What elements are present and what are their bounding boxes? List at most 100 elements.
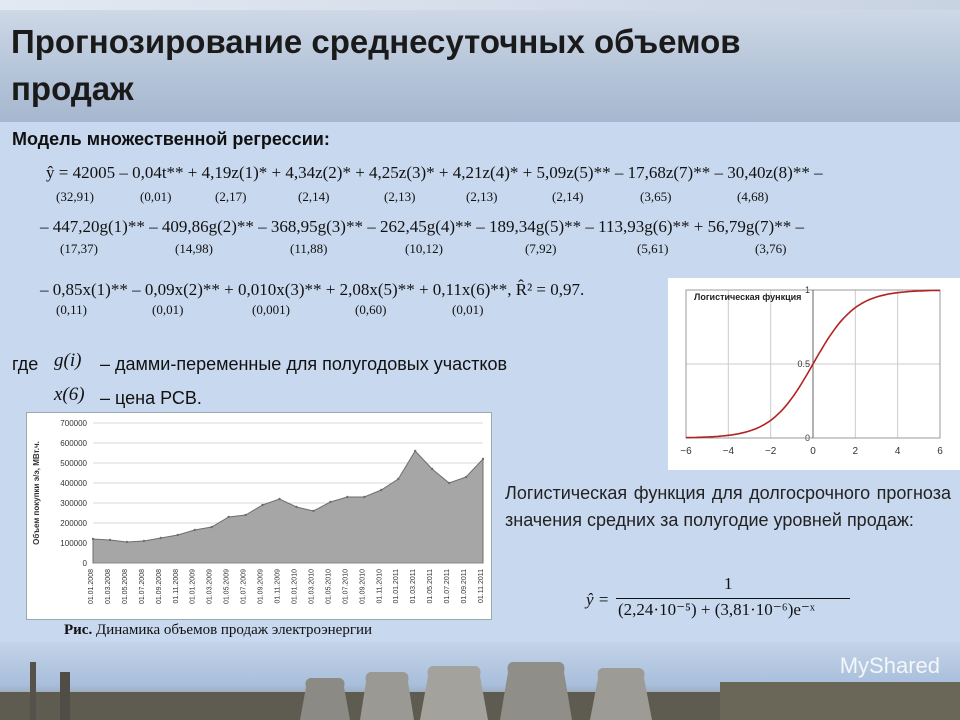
se-1-4: (2,14)	[298, 189, 330, 204]
x-description: – цена РСВ.	[100, 388, 202, 408]
se-1-7: (2,14)	[552, 189, 584, 204]
se-2-3: (11,88)	[290, 241, 328, 256]
data-point	[397, 477, 400, 481]
y-tick-label: 500000	[60, 459, 87, 468]
se-3-1: (0,11)	[56, 302, 87, 317]
data-point	[210, 525, 213, 529]
data-point	[91, 537, 95, 541]
x-tick-label: 01.11.2011	[478, 569, 485, 603]
data-point	[430, 467, 434, 471]
data-point	[278, 497, 281, 501]
data-point	[380, 488, 383, 492]
x-tick-label: 01.09.2009	[258, 569, 265, 604]
x-tick-label: 01.05.2011	[427, 569, 434, 604]
se-1-5: (2,13)	[384, 189, 416, 204]
caption-prefix: Рис.	[64, 622, 93, 638]
data-point	[261, 503, 264, 507]
x-tick-label: 01.01.2011	[393, 569, 400, 604]
x-tick-label: 01.09.2008	[156, 569, 163, 604]
data-point	[193, 528, 196, 532]
y-tick-label: 100000	[60, 539, 87, 548]
chart-title: Логистическая функция	[694, 292, 801, 302]
data-point	[413, 449, 417, 453]
se-1-6: (2,13)	[466, 189, 498, 204]
se-3-3: (0,001)	[252, 302, 290, 317]
sales-dynamics-chart: 0 100000 200000 300000 400000 500000 600000 700…	[26, 412, 492, 620]
data-point	[142, 539, 146, 543]
x-tick-label: 01.01.2009	[190, 569, 197, 604]
data-point	[244, 513, 247, 517]
sales-chart-svg: 0 100000 200000 300000 400000 500000 600000 700…	[32, 419, 485, 604]
data-point	[176, 533, 179, 537]
equation-line-3: – 0,85x(1)** – 0,09x(2)** + 0,010x(3)** …	[40, 280, 585, 299]
logistic-function-chart: −6 −4 −2 0 2 4 6 0 0.5 1 Логистическая функция	[668, 278, 960, 470]
x-tick-label: 0	[810, 446, 816, 457]
g-symbol: g(i)	[54, 350, 82, 371]
se-3-5: (0,01)	[452, 302, 484, 317]
y-tick-label: 700000	[60, 419, 87, 428]
se-1-8: (3,65)	[640, 189, 672, 204]
formula-denominator: (2,24·10⁻⁵) + (3,81·10⁻⁶)e⁻ˣ	[618, 600, 815, 619]
x-tick-label: 01.09.2011	[461, 569, 468, 604]
figure-caption: Рис. Динамика объемов продаж электроэнер…	[64, 622, 372, 639]
where-label: где	[12, 354, 39, 374]
x-tick-label: 01.11.2009	[275, 569, 282, 604]
y-tick-label: 300000	[60, 499, 87, 508]
se-2-4: (10,12)	[405, 241, 443, 256]
x-tick-label: 01.03.2010	[308, 569, 315, 604]
y-axis-label: Объем покупки э/э, МВт.ч.	[32, 441, 41, 545]
logistic-curve	[686, 289, 940, 439]
formula-lhs: ŷ =	[586, 590, 610, 609]
se-1-9: (4,68)	[737, 189, 769, 204]
watermark-logo: MyShared	[839, 653, 940, 678]
x-tick-label: 01.01.2008	[88, 569, 95, 604]
y-tick-label: 200000	[60, 519, 87, 528]
se-1-1: (32,91)	[56, 189, 94, 204]
x-tick-label: 01.11.2010	[376, 569, 383, 604]
data-point	[159, 536, 163, 540]
se-2-2: (14,98)	[175, 241, 213, 256]
se-2-1: (17,37)	[60, 241, 98, 256]
y-tick-label: 600000	[60, 439, 87, 448]
sales-area	[92, 450, 484, 564]
data-point	[108, 538, 112, 542]
x-tick-label: 01.07.2011	[444, 569, 451, 604]
x-tick-label: 01.03.2011	[410, 569, 417, 604]
equation-line-1: ŷ = 42005 – 0,04t** + 4,19z(1)* + 4,34z(…	[46, 163, 823, 182]
slide-header	[0, 0, 960, 122]
equation-line-2: – 447,20g(1)** – 409,86g(2)** – 368,95g(…	[40, 217, 804, 236]
caption-text: Динамика объемов продаж электроэнергии	[92, 622, 373, 638]
model-subtitle: Модель множественной регрессии:	[12, 129, 330, 149]
x-tick-label: −6	[680, 446, 692, 457]
formula-numerator: 1	[724, 574, 733, 593]
x-tick-label: 01.09.2010	[359, 569, 366, 604]
x-tick-label: 2	[853, 446, 859, 457]
x-tick-label: 01.07.2010	[342, 569, 349, 604]
data-point	[329, 500, 332, 504]
y-tick-label: 400000	[60, 479, 87, 488]
data-point	[464, 475, 468, 479]
x-tick-label: 01.05.2010	[325, 569, 332, 604]
x-tick-label: 01.03.2008	[105, 569, 112, 604]
x-tick-label: 01.07.2009	[241, 569, 248, 604]
cooling-towers-illustration	[0, 662, 960, 720]
se-2-7: (3,76)	[755, 241, 787, 256]
x-tick-label: 4	[895, 446, 901, 457]
x-tick-label: 01.03.2009	[207, 569, 214, 604]
x-tick-label: 6	[937, 446, 943, 457]
data-point	[363, 495, 366, 499]
g-description: – дамми-переменные для полугодовых участ…	[100, 354, 508, 374]
fraction-bar	[616, 598, 850, 599]
data-point	[312, 509, 315, 513]
x-tick-label: 01.01.2010	[291, 569, 298, 604]
y-tick-label: 0.5	[797, 359, 810, 369]
x-tick-label: 01.05.2009	[224, 569, 231, 604]
page-title: Прогнозирование среднесуточных объемов п…	[11, 23, 741, 107]
x-tick-label: 01.07.2008	[139, 569, 146, 604]
data-point	[481, 457, 485, 461]
x-tick-label: 01.05.2008	[122, 569, 129, 604]
x-tick-label: −2	[765, 446, 777, 457]
se-2-5: (7,92)	[525, 241, 557, 256]
data-point	[447, 481, 451, 485]
logistic-description: Логистическая функция для долгосрочного …	[505, 483, 951, 530]
